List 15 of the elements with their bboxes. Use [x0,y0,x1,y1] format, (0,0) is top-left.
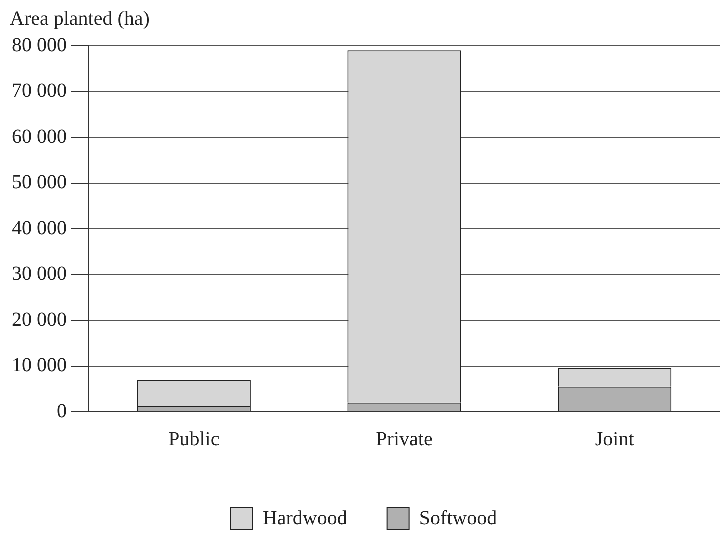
y-tick-label: 0 [57,400,67,422]
y-tick-label: 40 000 [12,217,67,240]
legend-label: Softwood [419,507,498,530]
y-tick-label: 30 000 [12,263,67,285]
y-axis-title: Area planted (ha) [9,8,151,30]
y-tick-label: 10 000 [12,354,67,376]
y-tick-label: 60 000 [12,126,67,148]
x-tick-label: Joint [595,428,635,450]
y-tick-label: 50 000 [12,172,67,194]
x-tick-label: Private [376,428,433,450]
x-tick-label: Public [168,428,220,450]
y-tick-label: 70 000 [12,80,67,102]
y-tick-label: 20 000 [12,308,67,331]
legend-label: Hardwood [262,507,348,530]
y-tick-label: 80 000 [12,34,67,56]
